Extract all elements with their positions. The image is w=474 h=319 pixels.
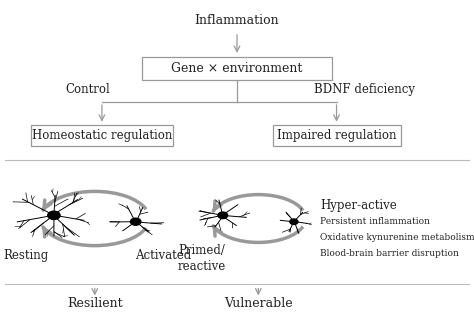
FancyBboxPatch shape (142, 57, 332, 80)
Text: Inflammation: Inflammation (195, 14, 279, 27)
Text: Blood-brain barrier disruption: Blood-brain barrier disruption (320, 249, 459, 258)
Text: Resting: Resting (3, 249, 49, 262)
Text: Oxidative kynurenine metabolism: Oxidative kynurenine metabolism (320, 233, 474, 242)
Text: Primed/
reactive: Primed/ reactive (177, 244, 226, 273)
Text: Homeostatic regulation: Homeostatic regulation (32, 129, 172, 142)
Circle shape (290, 219, 298, 225)
Text: Control: Control (65, 83, 110, 96)
FancyBboxPatch shape (31, 125, 173, 146)
FancyBboxPatch shape (273, 125, 401, 146)
Circle shape (130, 218, 141, 225)
Text: Gene × environment: Gene × environment (171, 62, 303, 75)
Text: Persistent inflammation: Persistent inflammation (320, 217, 430, 226)
Text: BDNF deficiency: BDNF deficiency (314, 83, 416, 96)
Text: Hyper-active: Hyper-active (320, 199, 397, 212)
Text: Resilient: Resilient (67, 297, 123, 309)
Text: Impaired regulation: Impaired regulation (277, 129, 396, 142)
Circle shape (218, 212, 228, 219)
Text: Vulnerable: Vulnerable (224, 297, 292, 309)
Circle shape (48, 211, 60, 219)
Text: Activated: Activated (136, 249, 191, 262)
